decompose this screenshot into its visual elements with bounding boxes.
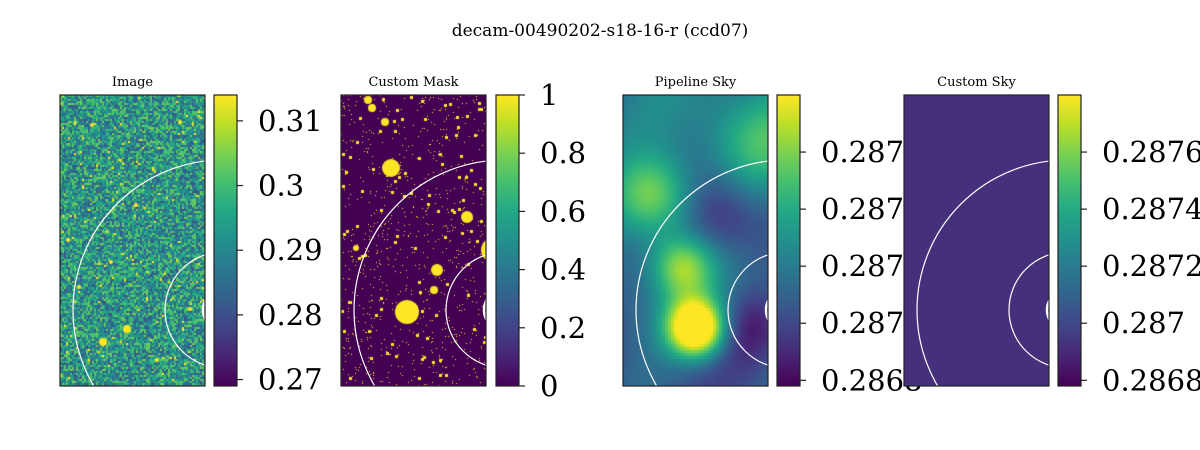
figure-title: decam-00490202-s18-16-r (ccd07) [452, 21, 749, 41]
colorbar-tick-label: 0.287 [1102, 306, 1185, 340]
panel-title: Pipeline Sky [655, 75, 737, 90]
colorbar-tick-label: 0.3 [258, 169, 304, 203]
colorbar: 0.27 0.28 0.29 0.3 0.31 [213, 94, 323, 397]
overlay-circle [72, 160, 205, 386]
panel-image [904, 95, 1049, 386]
panel-custom-mask: Custom Mask 0 0.2 0.4 0.6 0.8 1 [340, 75, 586, 403]
colorbar-tick-label: 0.8 [540, 136, 586, 170]
colorbar-tick-label: 0.2868 [1102, 363, 1200, 397]
colorbar-tick-label: 0.2 [540, 311, 586, 345]
colorbar-gradient [495, 94, 520, 387]
colorbar-tick-label: 0.2872 [1102, 249, 1200, 283]
panel-image [60, 95, 205, 386]
panel-image [341, 95, 486, 386]
overlay-circle [201, 298, 205, 322]
panel-image [623, 95, 768, 386]
colorbar: 0 0.2 0.4 0.6 0.8 1 [495, 78, 586, 403]
overlay-circle [727, 254, 768, 366]
colorbar-gradient [213, 94, 238, 387]
panel-pipeline-sky: Pipeline Sky 0.28680.2870.28720.28740.287… [622, 75, 922, 397]
overlay-circle [1008, 254, 1049, 366]
panel-image: Image 0.27 0.28 0.29 0.3 0.31 [59, 75, 323, 397]
colorbar-tick-label: 0.4 [540, 253, 586, 287]
panel-frame [622, 94, 769, 387]
overlay-circle [1045, 298, 1049, 322]
panel-frame [903, 94, 1050, 387]
overlay-circle [764, 298, 768, 322]
colorbar-tick-label: 1 [540, 78, 558, 112]
colorbar-tick-label: 0.29 [258, 233, 323, 267]
overlay-circle [164, 254, 205, 366]
colorbar-tick-label: 0.31 [258, 104, 323, 138]
panel-title: Image [112, 75, 154, 90]
panel-frame [59, 94, 206, 387]
colorbar-tick-label: 0.28 [258, 298, 323, 332]
panel-custom-sky: Custom Sky 0.2868 0.287 0.2872 0.2874 0.2876 [903, 75, 1200, 397]
colorbar: 0.2868 0.287 0.2872 0.2874 0.2876 [1057, 94, 1200, 397]
colorbar-gradient [776, 94, 801, 387]
colorbar-gradient [1057, 94, 1082, 387]
panel-title: Custom Mask [368, 75, 458, 90]
overlay-circle [916, 160, 1049, 386]
colorbar-tick-label: 0.27 [258, 363, 323, 397]
overlay-circle [445, 254, 486, 366]
colorbar-tick-label: 0.2876 [1102, 135, 1200, 169]
colorbar-tick-label: 0.6 [540, 194, 586, 228]
colorbar-tick-label: 0.2874 [1102, 192, 1200, 226]
colorbar-tick-label: 0 [540, 369, 558, 403]
panel-frame [340, 94, 487, 387]
overlay-circle [635, 160, 768, 386]
overlay-circle [482, 298, 486, 322]
colorbar-tick-label: 0.287 [821, 306, 904, 340]
panel-title: Custom Sky [937, 75, 1016, 90]
overlay-circle [353, 160, 486, 386]
